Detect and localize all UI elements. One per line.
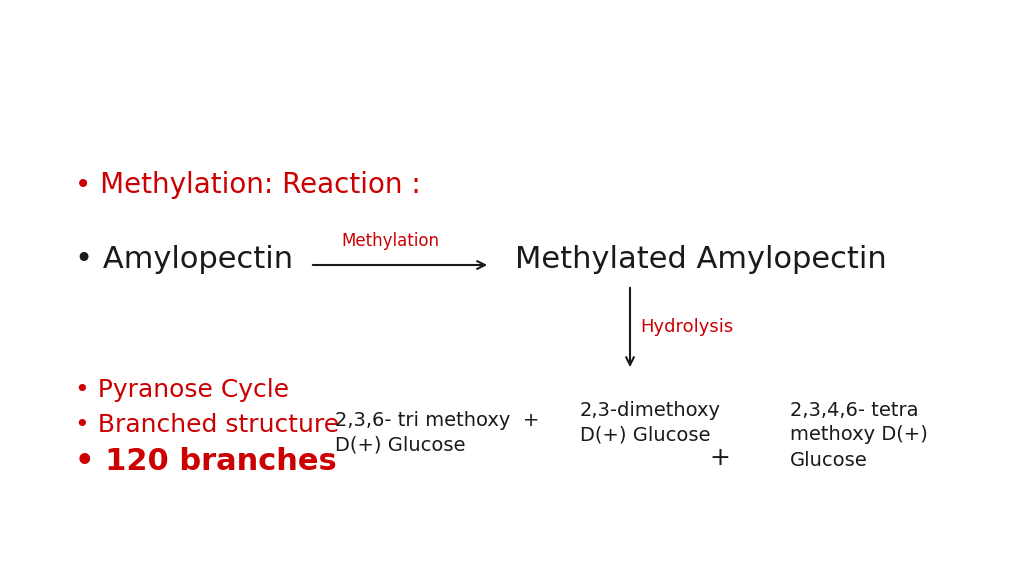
Text: • Amylopectin: • Amylopectin <box>75 245 293 275</box>
Text: Methylation: Methylation <box>341 232 439 250</box>
Text: 2,3,4,6- tetra: 2,3,4,6- tetra <box>790 400 919 419</box>
Text: • Pyranose Cycle: • Pyranose Cycle <box>75 378 289 402</box>
Text: D(+) Glucose: D(+) Glucose <box>580 426 711 445</box>
Text: methoxy D(+): methoxy D(+) <box>790 426 928 445</box>
Text: • Methylation: Reaction :: • Methylation: Reaction : <box>75 171 421 199</box>
Text: Glucose: Glucose <box>790 450 867 469</box>
Text: Hydrolysis: Hydrolysis <box>640 318 733 336</box>
Text: Methylated Amylopectin: Methylated Amylopectin <box>515 245 887 275</box>
Text: D(+) Glucose: D(+) Glucose <box>335 435 466 454</box>
Text: • Branched structure: • Branched structure <box>75 413 339 437</box>
Text: • 120 branches: • 120 branches <box>75 448 337 476</box>
Text: +: + <box>710 446 730 470</box>
Text: 2,3,6- tri methoxy  +: 2,3,6- tri methoxy + <box>335 411 540 430</box>
Text: 2,3-dimethoxy: 2,3-dimethoxy <box>580 400 721 419</box>
